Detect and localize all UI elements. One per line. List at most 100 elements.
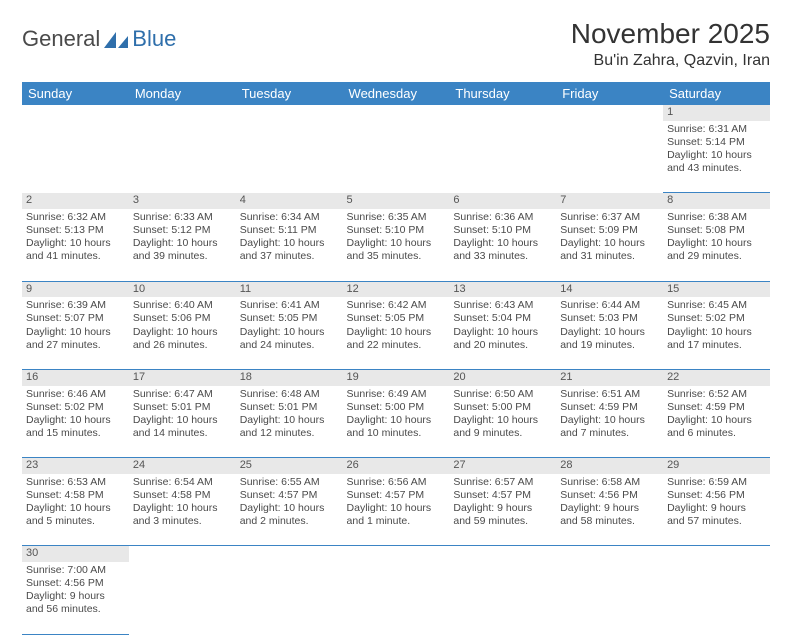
day-detail-cell [449, 121, 556, 193]
day-number-cell: 18 [236, 369, 343, 385]
sunset-line: Sunset: 5:02 PM [667, 312, 766, 325]
sunset-line: Sunset: 4:57 PM [240, 489, 339, 502]
day-detail-cell [22, 121, 129, 193]
daylight-line: Daylight: 10 hours and 20 minutes. [453, 326, 552, 352]
day-detail-cell [343, 562, 450, 634]
daylight-line: Daylight: 10 hours and 2 minutes. [240, 502, 339, 528]
day-detail-cell: Sunrise: 6:37 AMSunset: 5:09 PMDaylight:… [556, 209, 663, 281]
sunset-line: Sunset: 4:58 PM [133, 489, 232, 502]
sunset-line: Sunset: 4:56 PM [667, 489, 766, 502]
day-number-cell: 7 [556, 193, 663, 209]
day-number-cell: 25 [236, 458, 343, 474]
day-number-cell [343, 105, 450, 121]
day-number-cell: 3 [129, 193, 236, 209]
day-number-cell [449, 546, 556, 562]
weekday-header: Friday [556, 82, 663, 105]
day-detail-cell: Sunrise: 6:46 AMSunset: 5:02 PMDaylight:… [22, 386, 129, 458]
day-number-cell [22, 105, 129, 121]
day-detail-cell: Sunrise: 6:32 AMSunset: 5:13 PMDaylight:… [22, 209, 129, 281]
day-detail-cell: Sunrise: 6:43 AMSunset: 5:04 PMDaylight:… [449, 297, 556, 369]
day-number-cell: 21 [556, 369, 663, 385]
sunset-line: Sunset: 5:04 PM [453, 312, 552, 325]
day-number-cell [236, 546, 343, 562]
sunset-line: Sunset: 4:59 PM [667, 401, 766, 414]
daylight-line: Daylight: 10 hours and 17 minutes. [667, 326, 766, 352]
day-number-cell: 2 [22, 193, 129, 209]
daylight-line: Daylight: 10 hours and 41 minutes. [26, 237, 125, 263]
day-number-cell [556, 546, 663, 562]
day-number-cell [556, 105, 663, 121]
sunrise-line: Sunrise: 6:49 AM [347, 388, 446, 401]
sunset-line: Sunset: 5:00 PM [453, 401, 552, 414]
daylight-line: Daylight: 10 hours and 9 minutes. [453, 414, 552, 440]
day-detail-cell: Sunrise: 6:47 AMSunset: 5:01 PMDaylight:… [129, 386, 236, 458]
day-number-cell: 5 [343, 193, 450, 209]
sunrise-line: Sunrise: 6:31 AM [667, 123, 766, 136]
day-detail-cell: Sunrise: 6:39 AMSunset: 5:07 PMDaylight:… [22, 297, 129, 369]
day-number-cell: 20 [449, 369, 556, 385]
day-number-cell [236, 105, 343, 121]
sunrise-line: Sunrise: 6:57 AM [453, 476, 552, 489]
day-number-cell: 9 [22, 281, 129, 297]
day-detail-cell: Sunrise: 6:34 AMSunset: 5:11 PMDaylight:… [236, 209, 343, 281]
sunrise-line: Sunrise: 6:32 AM [26, 211, 125, 224]
day-detail-cell: Sunrise: 6:56 AMSunset: 4:57 PMDaylight:… [343, 474, 450, 546]
day-detail-row: Sunrise: 6:53 AM Sunset: 4:58 PM Daylight:… [22, 474, 770, 546]
day-detail-cell [556, 562, 663, 634]
daylight-line: Daylight: 10 hours and 35 minutes. [347, 237, 446, 263]
sunrise-line: Sunrise: 6:39 AM [26, 299, 125, 312]
sunrise-line: Sunrise: 6:51 AM [560, 388, 659, 401]
day-detail-cell: Sunrise: 6:57 AMSunset: 4:57 PMDaylight:… [449, 474, 556, 546]
sunrise-line: Sunrise: 6:35 AM [347, 211, 446, 224]
day-number-cell: 24 [129, 458, 236, 474]
sunset-line: Sunset: 5:02 PM [26, 401, 125, 414]
sunrise-line: Sunrise: 6:41 AM [240, 299, 339, 312]
sunset-line: Sunset: 5:11 PM [240, 224, 339, 237]
daylight-line: Daylight: 10 hours and 19 minutes. [560, 326, 659, 352]
day-detail-cell: Sunrise: 6:49 AMSunset: 5:00 PMDaylight:… [343, 386, 450, 458]
calendar-body: 1Sunrise: 6:31 AMSunset: 5:14 PMDaylight… [22, 105, 770, 634]
daylight-line: Daylight: 10 hours and 1 minute. [347, 502, 446, 528]
sunrise-line: Sunrise: 6:42 AM [347, 299, 446, 312]
day-number-cell: 17 [129, 369, 236, 385]
day-number-cell: 1 [663, 105, 770, 121]
day-detail-cell: Sunrise: 7:00 AMSunset: 4:56 PMDaylight:… [22, 562, 129, 634]
header: General Blue November 2025 Bu'in Zahra, … [22, 18, 770, 70]
day-number-cell: 11 [236, 281, 343, 297]
day-number-cell: 28 [556, 458, 663, 474]
sunset-line: Sunset: 5:10 PM [453, 224, 552, 237]
title-block: November 2025 Bu'in Zahra, Qazvin, Iran [571, 18, 770, 70]
sunset-line: Sunset: 5:05 PM [240, 312, 339, 325]
sunset-line: Sunset: 5:13 PM [26, 224, 125, 237]
weekday-header: Wednesday [343, 82, 450, 105]
sunrise-line: Sunrise: 6:53 AM [26, 476, 125, 489]
sunrise-line: Sunrise: 6:58 AM [560, 476, 659, 489]
logo-sail-icon [104, 30, 132, 48]
day-detail-cell [449, 562, 556, 634]
sunrise-line: Sunrise: 6:45 AM [667, 299, 766, 312]
day-detail-cell [663, 562, 770, 634]
day-detail-cell: Sunrise: 6:55 AMSunset: 4:57 PMDaylight:… [236, 474, 343, 546]
sunset-line: Sunset: 5:01 PM [133, 401, 232, 414]
day-number-cell: 27 [449, 458, 556, 474]
day-number-row: 23242526272829 [22, 458, 770, 474]
day-detail-cell: Sunrise: 6:31 AMSunset: 5:14 PMDaylight:… [663, 121, 770, 193]
day-detail-cell: Sunrise: 6:44 AMSunset: 5:03 PMDaylight:… [556, 297, 663, 369]
day-number-cell [129, 546, 236, 562]
daylight-line: Daylight: 10 hours and 14 minutes. [133, 414, 232, 440]
sunrise-line: Sunrise: 6:38 AM [667, 211, 766, 224]
weekday-header: Sunday [22, 82, 129, 105]
sunset-line: Sunset: 5:07 PM [26, 312, 125, 325]
day-number-cell: 16 [22, 369, 129, 385]
sunset-line: Sunset: 5:03 PM [560, 312, 659, 325]
daylight-line: Daylight: 10 hours and 37 minutes. [240, 237, 339, 263]
day-detail-cell [129, 121, 236, 193]
daylight-line: Daylight: 9 hours and 59 minutes. [453, 502, 552, 528]
day-detail-row: Sunrise: 6:46 AMSunset: 5:02 PMDaylight:… [22, 386, 770, 458]
sunrise-line: Sunrise: 6:50 AM [453, 388, 552, 401]
location: Bu'in Zahra, Qazvin, Iran [571, 52, 770, 70]
day-detail-cell: Sunrise: 6:50 AMSunset: 5:00 PMDaylight:… [449, 386, 556, 458]
sunset-line: Sunset: 5:09 PM [560, 224, 659, 237]
sunrise-line: Sunrise: 7:00 AM [26, 564, 125, 577]
day-detail-cell: Sunrise: 6:40 AMSunset: 5:06 PMDaylight:… [129, 297, 236, 369]
